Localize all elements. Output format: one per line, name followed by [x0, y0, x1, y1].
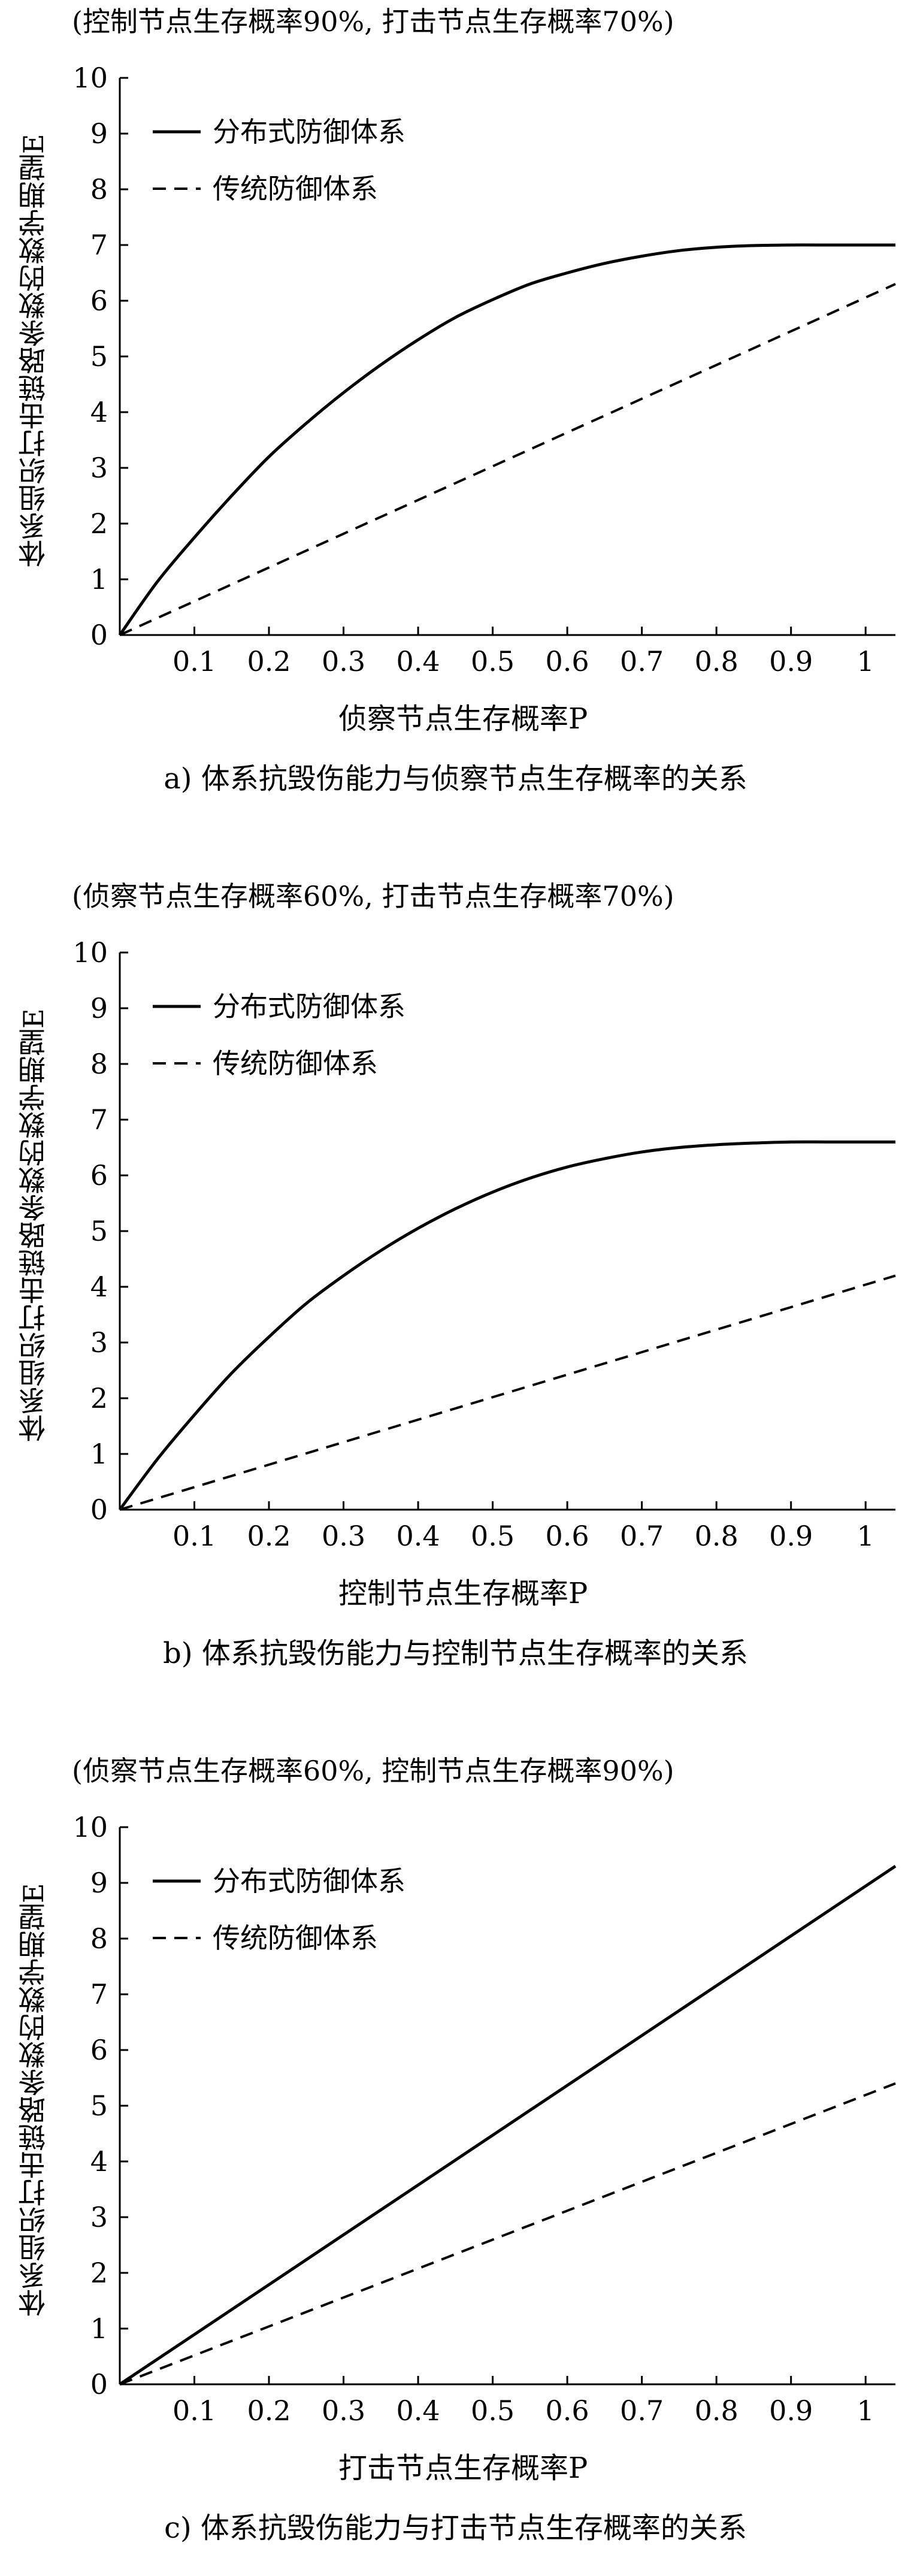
- x-tick-label: 0.9: [769, 1520, 813, 1552]
- x-tick-label: 0.7: [620, 2394, 664, 2427]
- chart-panel-c: (侦察节点生存概率60%, 控制节点生存概率90%) 体系组织打击链路条数的数学…: [0, 1749, 911, 2576]
- x-tick-label: 0.3: [322, 645, 365, 678]
- x-tick-label: 0.2: [247, 2394, 290, 2427]
- legend-label: 分布式防御体系: [213, 990, 405, 1023]
- y-tick-label: 9: [90, 117, 108, 150]
- x-tick-label: 0.8: [695, 1520, 739, 1552]
- series-line-distributed: [118, 243, 895, 636]
- x-tick-label: 0.1: [172, 1520, 216, 1552]
- y-tick-label: 5: [90, 1215, 108, 1247]
- y-tick-label: 0: [90, 1493, 108, 1526]
- series-line-traditional: [119, 2082, 896, 2385]
- legend-label: 传统防御体系: [213, 1922, 378, 1954]
- x-tick-label: 0.3: [322, 1520, 365, 1552]
- series-line-traditional: [119, 283, 896, 636]
- x-tick-label: 0.6: [546, 645, 589, 678]
- y-tick-label: 5: [90, 2090, 108, 2122]
- y-tick-label: 5: [90, 340, 108, 373]
- y-tick-label: 0: [90, 619, 108, 651]
- y-tick-label: 10: [72, 62, 108, 94]
- y-tick-label: 6: [90, 1159, 108, 1192]
- x-tick-label: 0.5: [471, 1520, 514, 1552]
- y-tick-label: 8: [90, 1922, 108, 1955]
- y-tick-label: 7: [90, 229, 108, 261]
- legend-label: 分布式防御体系: [213, 116, 405, 148]
- x-tick-label: 0.2: [247, 1520, 290, 1552]
- y-tick-label: 4: [90, 396, 108, 428]
- series-line-traditional: [119, 1274, 896, 1511]
- chart-caption: b) 体系抗毁伤能力与控制节点生存概率的关系: [163, 1637, 748, 1670]
- y-tick-label: 3: [90, 1326, 108, 1359]
- x-tick-label: 1: [857, 2394, 874, 2427]
- chart-caption: a) 体系抗毁伤能力与侦察节点生存概率的关系: [164, 762, 747, 796]
- chart-condition: (侦察节点生存概率60%, 控制节点生存概率90%): [72, 1755, 674, 1787]
- y-tick-label: 2: [90, 507, 108, 540]
- chart-plot: 0 1 2 3 4 5 6 7 8 9 10 0.1 0.2 0.3 0.4 0.5 0.6 0.7 0.8 0.9 1…: [72, 1811, 897, 2427]
- chart-condition: (控制节点生存概率90%, 打击节点生存概率70%): [72, 5, 674, 38]
- y-tick-label: 1: [90, 1438, 108, 1470]
- series-line-distributed: [119, 1865, 897, 2386]
- x-tick-label: 0.9: [769, 2394, 813, 2427]
- y-tick-label: 1: [90, 2312, 108, 2345]
- y-tick-label: 0: [90, 2368, 108, 2400]
- x-tick-label: 0.9: [769, 645, 813, 678]
- x-axis-label: 打击节点生存概率P: [338, 2451, 588, 2485]
- y-tick-label: 2: [90, 1382, 108, 1414]
- y-tick-label: 4: [90, 2145, 108, 2178]
- y-tick-label: 4: [90, 1271, 108, 1303]
- x-axis-label: 侦察节点生存概率P: [338, 702, 588, 736]
- legend-label: 传统防御体系: [213, 1047, 378, 1080]
- x-tick-label: 0.4: [396, 1520, 440, 1552]
- chart-caption: c) 体系抗毁伤能力与打击节点生存概率的关系: [164, 2511, 747, 2545]
- x-tick-label: 0.8: [695, 645, 739, 678]
- y-tick-label: 10: [72, 936, 108, 969]
- chart-plot: 0 1 2 3 4 5 6 7 8 9 10 0.1 0.2 0.3 0.4 0.5 0.6 0.7 0.8 0.9 1…: [72, 936, 896, 1552]
- y-tick-label: 1: [90, 563, 108, 595]
- y-tick-label: 3: [90, 2201, 108, 2233]
- chart-panel-b: (侦察节点生存概率60%, 打击节点生存概率70%) 体系组织打击链路条数的数学…: [0, 875, 911, 1701]
- x-tick-label: 0.8: [695, 2394, 739, 2427]
- x-tick-label: 0.7: [620, 1520, 664, 1552]
- y-tick-label: 3: [90, 452, 108, 484]
- y-tick-label: 2: [90, 2257, 108, 2289]
- chart-panel-a: (控制节点生存概率90%, 打击节点生存概率70%) 体系组织打击链路条数的数学…: [0, 0, 911, 827]
- legend-label: 分布式防御体系: [213, 1865, 405, 1897]
- y-tick-label: 6: [90, 285, 108, 317]
- x-tick-label: 0.4: [396, 2394, 440, 2427]
- x-tick-label: 0.6: [546, 1520, 589, 1552]
- y-tick-label: 9: [90, 1867, 108, 1899]
- y-tick-label: 8: [90, 1048, 108, 1080]
- x-tick-label: 0.6: [546, 2394, 589, 2427]
- chart-condition: (侦察节点生存概率60%, 打击节点生存概率70%): [72, 880, 674, 912]
- x-tick-label: 0.5: [471, 2394, 514, 2427]
- x-tick-label: 0.1: [172, 2394, 216, 2427]
- x-axis-label: 控制节点生存概率P: [338, 1577, 588, 1610]
- series-line-distributed: [118, 1140, 895, 1511]
- x-tick-label: 1: [857, 645, 874, 678]
- x-tick-label: 0.5: [471, 645, 514, 678]
- x-tick-label: 1: [857, 1520, 874, 1552]
- y-tick-label: 7: [90, 1103, 108, 1136]
- y-tick-label: 7: [90, 1978, 108, 2010]
- chart-plot: 0 1 2 3 4 5 6 7 8 9 10 0.1 0.2 0.3 0.4 0.5 0.6 0.7 0.8 0.9 1…: [72, 62, 896, 678]
- y-tick-label: 10: [72, 1811, 108, 1843]
- x-tick-label: 0.7: [620, 645, 664, 678]
- x-tick-label: 0.2: [247, 645, 290, 678]
- x-tick-label: 0.3: [322, 2394, 365, 2427]
- y-tick-label: 8: [90, 173, 108, 205]
- x-tick-label: 0.1: [172, 645, 216, 678]
- y-tick-label: 9: [90, 992, 108, 1024]
- y-tick-label: 6: [90, 2034, 108, 2066]
- legend-label: 传统防御体系: [213, 173, 378, 205]
- x-tick-label: 0.4: [396, 645, 440, 678]
